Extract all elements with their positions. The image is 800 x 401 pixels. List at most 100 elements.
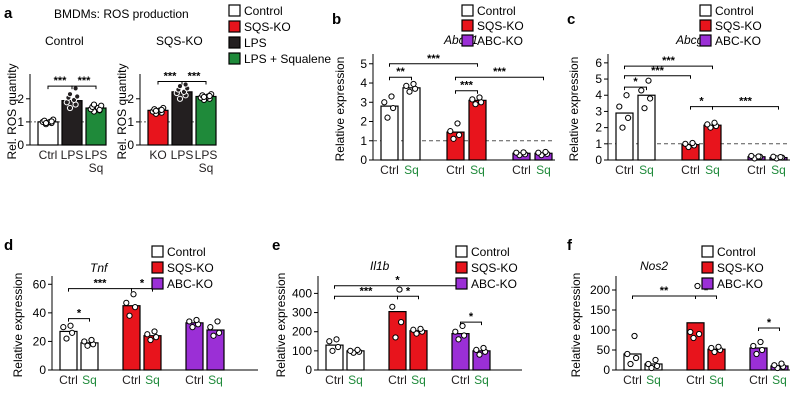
y-tick-label: 200 [590, 283, 610, 297]
y-tick-label: 60 [33, 277, 47, 291]
significance-bracket [695, 295, 717, 299]
data-point [144, 331, 151, 338]
data-point [771, 362, 778, 369]
significance-label: * [469, 311, 474, 323]
legend-swatch [701, 245, 714, 258]
data-point [627, 360, 634, 368]
legend-swatch [151, 245, 164, 258]
data-point [708, 344, 715, 352]
y-tick-label: 2 [595, 121, 602, 135]
data-point [638, 87, 645, 94]
legend-swatch [228, 36, 241, 49]
data-point [711, 348, 718, 356]
data-point [410, 80, 417, 88]
x-tick-label: Ctrl [388, 373, 407, 387]
legend-label: Control [717, 245, 756, 259]
data-point [396, 286, 403, 293]
significance-bracket [455, 76, 544, 81]
legend-label: Control [244, 4, 283, 18]
x-tick-label: Sq [199, 161, 214, 175]
significance-label: *** [662, 55, 676, 67]
significance-label: * [633, 76, 638, 88]
significance-bracket [455, 90, 478, 94]
significance-label: * [140, 278, 145, 290]
data-point [472, 101, 479, 108]
legend-swatch [461, 4, 474, 17]
x-tick-label: Ctrl [380, 163, 399, 177]
data-point [450, 135, 457, 142]
data-point [480, 344, 487, 352]
x-tick-label: Ctrl [747, 163, 766, 177]
data-point [390, 104, 397, 112]
data-point [624, 350, 631, 358]
data-point [403, 82, 410, 90]
x-tick-label: Sq [411, 373, 426, 387]
x-tick-label: Ctrl [451, 373, 470, 387]
x-tick-label: LPS [171, 148, 194, 162]
significance-bracket [68, 318, 90, 322]
y-tick-label: 0 [17, 138, 24, 152]
x-tick-label: Ctrl [59, 373, 78, 387]
bar [195, 95, 217, 146]
significance-label: *** [427, 53, 441, 65]
data-point [381, 99, 388, 106]
data-point [389, 303, 396, 310]
data-point [84, 342, 91, 349]
panel-label-d: d [4, 237, 13, 254]
data-point [126, 312, 133, 319]
significance-bracket [389, 63, 478, 67]
data-point [66, 104, 74, 112]
data-point [447, 128, 454, 135]
significance-label: *** [651, 65, 665, 77]
chart-title: SQS-KO [156, 34, 203, 48]
legend-label: ABC-KO [477, 34, 523, 48]
significance-bracket [389, 76, 412, 81]
significance-label: *** [54, 75, 68, 87]
data-point [130, 291, 137, 298]
x-tick-label: Sq [771, 163, 786, 177]
data-point [207, 324, 214, 331]
data-point [182, 81, 189, 88]
data-point [520, 149, 527, 156]
bar [402, 87, 421, 161]
data-point [216, 329, 223, 336]
data-point [354, 346, 361, 353]
data-point [456, 131, 463, 139]
y-tick-label: 100 [590, 323, 610, 337]
significance-label: ** [660, 285, 669, 297]
y-tick-label: 0 [39, 363, 46, 377]
significance-label: * [406, 285, 411, 297]
x-tick-label: Sq [89, 161, 104, 175]
data-point [176, 95, 184, 102]
x-tick-label: Sq [208, 373, 223, 387]
data-point [398, 319, 405, 326]
data-point [67, 322, 74, 329]
x-tick-label: Ctrl [749, 373, 768, 387]
significance-bracket [397, 295, 419, 300]
y-tick-label: 300 [292, 306, 312, 320]
data-point [206, 92, 213, 100]
bar [615, 112, 634, 161]
legend-swatch [228, 4, 241, 17]
x-tick-label: Sq [470, 163, 485, 177]
significance-label: * [767, 317, 772, 329]
x-tick-label: LPS [61, 148, 84, 162]
data-point [210, 332, 217, 339]
data-point [461, 332, 468, 339]
y-tick-label: 400 [292, 286, 312, 300]
data-point [123, 299, 130, 306]
bar [185, 322, 204, 371]
x-tick-label: Ctrl [623, 373, 642, 387]
data-point [452, 328, 459, 335]
bar [380, 105, 399, 161]
legend-swatch [699, 19, 712, 32]
data-point [631, 332, 638, 340]
data-point [469, 96, 476, 103]
bar [80, 342, 99, 371]
chart-title: Il1b [370, 259, 390, 273]
y-tick-label: 40 [33, 306, 47, 320]
significance-bracket [131, 288, 153, 292]
data-point [335, 343, 342, 351]
data-point [90, 101, 98, 108]
